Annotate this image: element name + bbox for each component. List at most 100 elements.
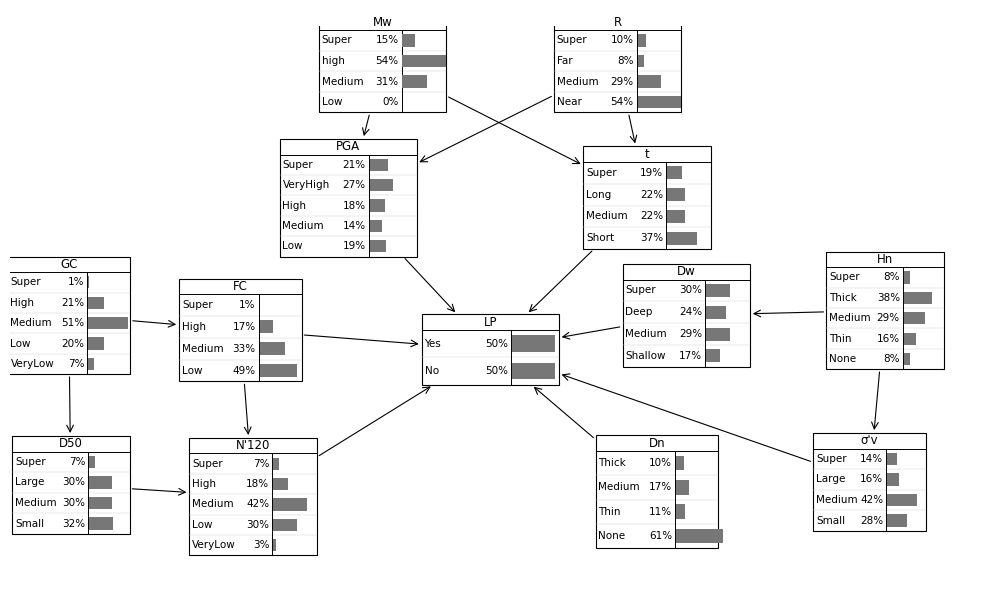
Bar	[88, 297, 104, 309]
Text: 10%: 10%	[611, 35, 634, 45]
Text: 24%: 24%	[679, 307, 702, 317]
Text: 7%: 7%	[68, 359, 84, 369]
Text: 50%: 50%	[485, 366, 508, 376]
Bar	[887, 514, 907, 527]
Text: Medium: Medium	[10, 318, 52, 328]
Text: 20%: 20%	[61, 338, 84, 348]
Bar	[676, 480, 689, 495]
Text: Long: Long	[586, 189, 611, 200]
Text: 15%: 15%	[375, 35, 399, 45]
Text: 29%: 29%	[877, 313, 900, 323]
Bar	[667, 188, 685, 201]
Bar	[904, 312, 925, 324]
Text: 37%: 37%	[640, 233, 663, 243]
Bar	[260, 342, 285, 355]
Text: 28%: 28%	[860, 516, 883, 525]
Text: High: High	[182, 322, 206, 332]
Text: None: None	[829, 354, 856, 364]
Bar	[904, 271, 910, 284]
Text: FC: FC	[233, 280, 248, 293]
Text: 16%: 16%	[860, 475, 883, 485]
Text: VeryLow: VeryLow	[10, 359, 54, 369]
Bar	[667, 232, 697, 245]
Text: Low: Low	[182, 365, 202, 376]
Text: 50%: 50%	[485, 338, 508, 349]
Text: Yes: Yes	[425, 338, 441, 349]
Text: Hn: Hn	[877, 253, 893, 266]
Text: 1%: 1%	[239, 300, 256, 310]
Text: 22%: 22%	[640, 189, 663, 200]
Text: 18%: 18%	[343, 200, 366, 211]
Text: 42%: 42%	[860, 495, 883, 505]
Text: Thin: Thin	[598, 507, 621, 517]
Bar	[260, 364, 297, 377]
Text: 1%: 1%	[68, 277, 84, 287]
Text: 3%: 3%	[253, 540, 269, 551]
Text: Low: Low	[322, 97, 342, 107]
Text: 51%: 51%	[61, 318, 84, 328]
Text: Super: Super	[625, 285, 656, 296]
Text: 8%: 8%	[617, 56, 634, 66]
Text: Medium: Medium	[829, 313, 871, 323]
Text: 27%: 27%	[343, 180, 366, 190]
Text: LP: LP	[483, 316, 497, 329]
Text: Dn: Dn	[648, 437, 665, 450]
Text: 19%: 19%	[640, 168, 663, 178]
Text: Shallow: Shallow	[625, 351, 666, 361]
Bar	[179, 279, 302, 381]
Text: 30%: 30%	[246, 520, 269, 530]
Text: Medium: Medium	[322, 76, 363, 87]
Text: Super: Super	[282, 159, 313, 170]
Bar	[554, 15, 681, 112]
Bar	[189, 438, 317, 555]
Text: Medium: Medium	[557, 76, 598, 87]
Text: R: R	[614, 16, 622, 29]
Bar	[667, 210, 685, 223]
Text: Thick: Thick	[598, 458, 626, 468]
Bar	[904, 332, 916, 345]
Text: 30%: 30%	[62, 477, 85, 488]
Text: Super: Super	[322, 35, 352, 45]
Bar	[89, 476, 112, 489]
Text: 0%: 0%	[382, 97, 399, 107]
Text: VeryHigh: VeryHigh	[282, 180, 330, 190]
Text: Dw: Dw	[677, 265, 696, 278]
Text: 17%: 17%	[649, 483, 672, 492]
Bar	[88, 337, 104, 349]
Bar	[706, 327, 730, 340]
Bar	[89, 456, 95, 468]
Text: Super: Super	[586, 168, 617, 178]
Text: 54%: 54%	[611, 97, 634, 107]
Bar	[887, 474, 899, 486]
Text: t: t	[645, 148, 649, 161]
Text: Super: Super	[10, 277, 41, 287]
Text: D50: D50	[59, 437, 83, 450]
Text: Super: Super	[182, 300, 213, 310]
Text: Medium: Medium	[192, 499, 234, 510]
Text: 14%: 14%	[860, 454, 883, 464]
Text: 61%: 61%	[649, 531, 672, 541]
Text: High: High	[282, 200, 306, 211]
Text: Low: Low	[192, 520, 213, 530]
Text: 16%: 16%	[877, 334, 900, 343]
Bar	[596, 436, 718, 548]
Text: Large: Large	[816, 475, 845, 485]
Text: 29%: 29%	[611, 76, 634, 87]
Text: Near: Near	[557, 97, 582, 107]
Bar	[12, 436, 130, 534]
Bar	[319, 15, 446, 112]
Bar	[370, 159, 388, 171]
Text: Small: Small	[15, 519, 44, 529]
Text: 22%: 22%	[640, 211, 663, 221]
Text: Medium: Medium	[625, 329, 667, 339]
Text: 10%: 10%	[649, 458, 672, 468]
Bar	[904, 291, 932, 304]
Text: 17%: 17%	[679, 351, 702, 361]
Text: 7%: 7%	[69, 457, 85, 467]
Bar	[273, 499, 307, 511]
Bar	[887, 494, 917, 506]
Text: Medium: Medium	[282, 221, 324, 231]
Bar	[622, 264, 750, 367]
Text: Medium: Medium	[15, 498, 57, 508]
Bar	[89, 518, 113, 530]
